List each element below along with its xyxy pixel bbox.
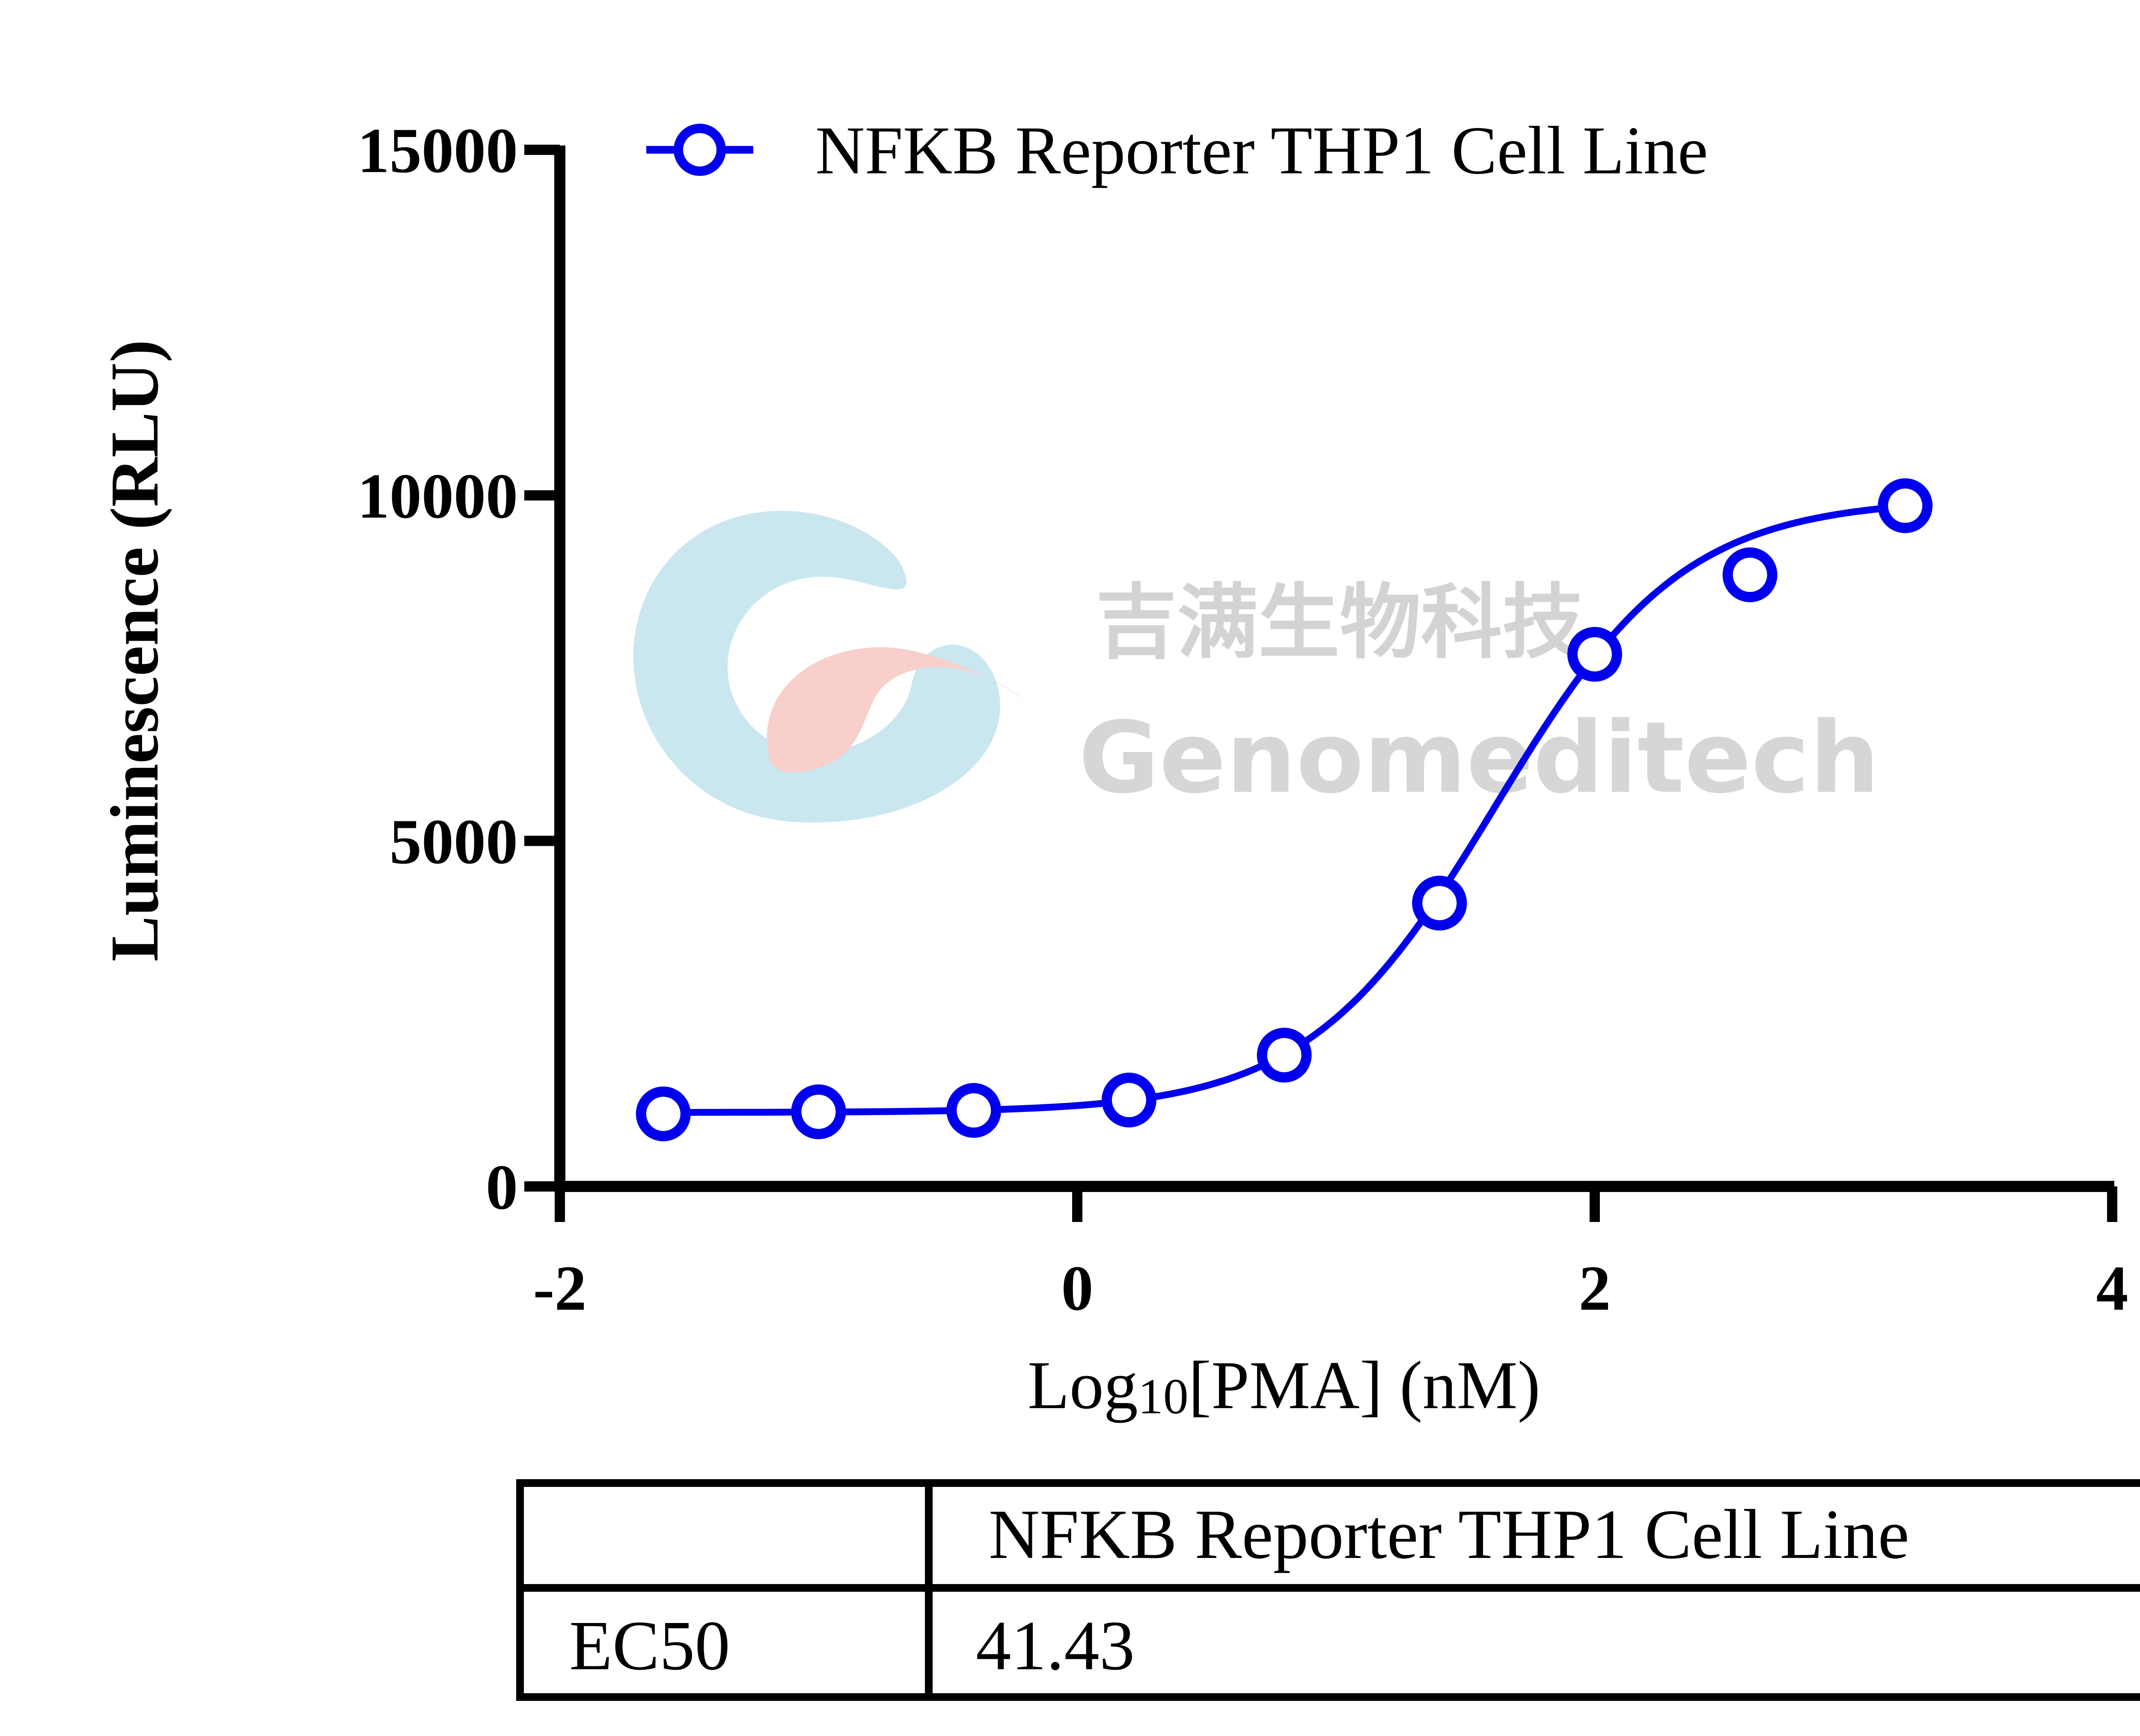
table-header-series: NFKB Reporter THP1 Cell Line — [989, 1495, 1909, 1573]
legend-marker — [674, 124, 726, 176]
x-tick-label: 2 — [1579, 1253, 1611, 1324]
data-point — [946, 1083, 1002, 1138]
y-axis-title: Luminescence (RLU) — [96, 339, 172, 961]
series-layer — [636, 478, 1933, 1141]
y-tick-label: 15000 — [357, 115, 518, 186]
y-axis-ticks: 0 5000 10000 15000 — [357, 115, 560, 1223]
legend-label: NFKB Reporter THP1 Cell Line — [815, 112, 1708, 188]
data-point — [1722, 547, 1777, 603]
x-tick-label: 4 — [2096, 1253, 2128, 1324]
y-tick-label: 10000 — [357, 461, 518, 532]
x-tick-label: 0 — [1061, 1253, 1094, 1324]
x-tick-label: -2 — [533, 1253, 587, 1324]
ec50-table: NFKB Reporter THP1 Cell Line EC50 41.43 — [516, 1479, 2140, 1701]
x-axis-title: Log10[PMA] (nM) — [1028, 1347, 1540, 1424]
watermark-logo — [633, 511, 1027, 823]
data-point — [791, 1084, 846, 1139]
watermark-text: 吉满生物科技 Genomeditech — [1079, 575, 1880, 815]
data-point — [636, 1086, 691, 1141]
watermark-chinese: 吉满生物科技 — [1096, 575, 1584, 670]
table-cell-value: 41.43 — [976, 1606, 1135, 1685]
y-tick-label: 0 — [486, 1152, 518, 1223]
y-tick-label: 5000 — [389, 806, 518, 877]
data-point — [1412, 875, 1467, 930]
data-point — [1101, 1073, 1156, 1128]
legend: NFKB Reporter THP1 Cell Line — [646, 112, 1708, 188]
data-point — [1567, 627, 1622, 682]
watermark-english: Genomeditech — [1079, 701, 1880, 815]
data-point — [1257, 1028, 1312, 1083]
table-cell-metric: EC50 — [569, 1606, 730, 1685]
x-axis-ticks: -2 0 2 4 — [533, 1186, 2128, 1324]
data-point — [1878, 478, 1933, 533]
